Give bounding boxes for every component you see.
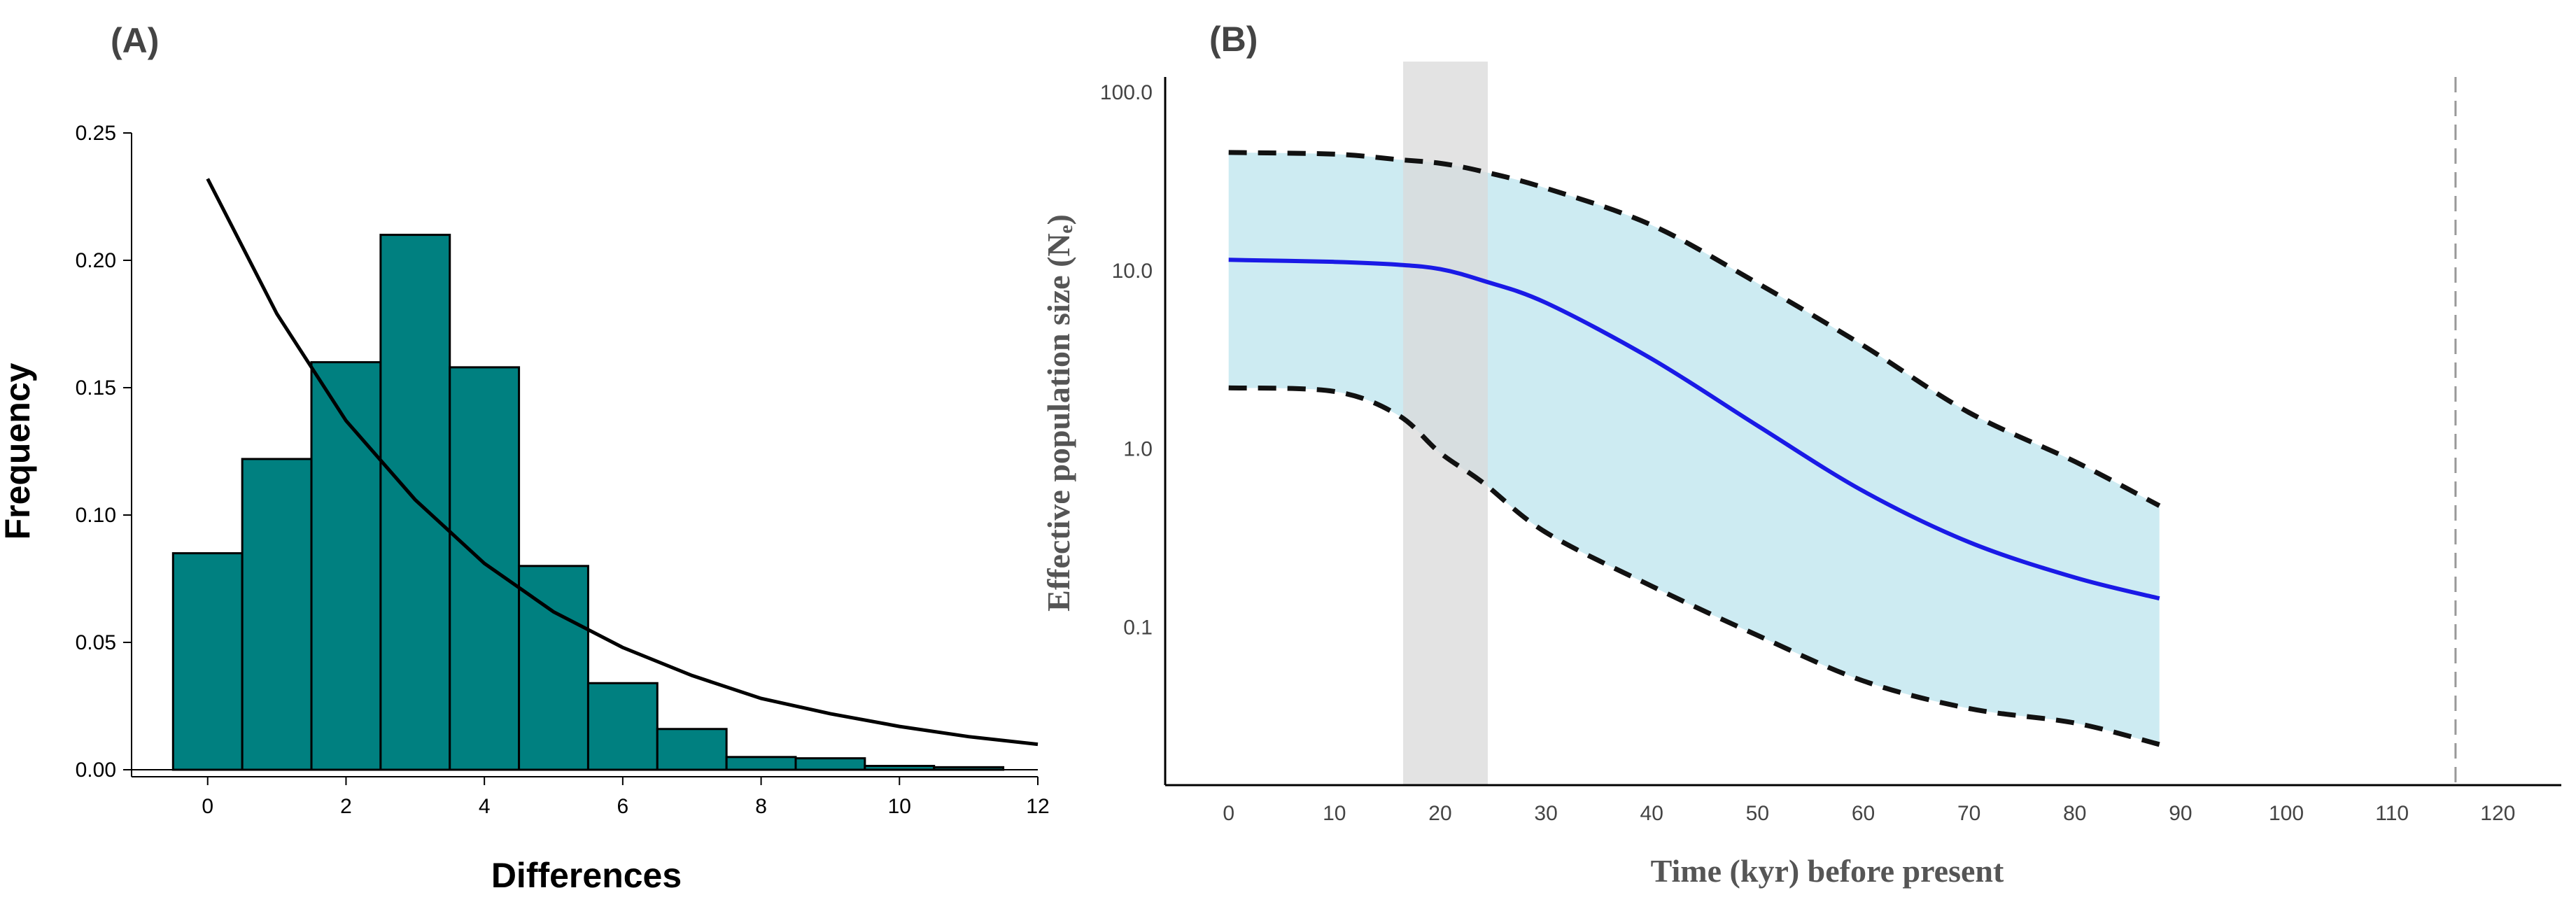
y-axis-ticks: 0.1 1.0 10.0 100.0 [1100, 81, 1153, 639]
histogram-bar [586, 682, 659, 771]
histogram-bar [794, 757, 866, 771]
histogram-bar [518, 565, 589, 771]
histogram-bar [379, 234, 451, 771]
expected-distribution-curve [206, 178, 1039, 747]
y-tick-label: 0.10 [76, 504, 116, 527]
histogram-bar [241, 458, 313, 771]
histogram-bar [656, 728, 728, 771]
y-tick-label: 0.25 [76, 122, 116, 145]
y-tick-label: 100.0 [1100, 81, 1153, 104]
panel-a-label: (A) [111, 21, 159, 60]
x-tick-label: 80 [2063, 802, 2086, 825]
x-tick-label: 0 [1223, 802, 1234, 825]
panel-b-label: (B) [1209, 20, 1258, 59]
hpd-interval-area [1228, 152, 2160, 745]
x-tick-label: 10 [1323, 802, 1346, 825]
panel-a: (A) 0.00 0.05 0.10 0.15 0.20 0.25 0 2 4 6 8 10 12 D… [0, 21, 1050, 895]
y-tick-label: 0.00 [76, 759, 116, 782]
histogram-bar [310, 361, 382, 771]
x-axis-title: Time (kyr) before present [1651, 853, 2004, 889]
y-axis-title: Effective population size (Nₑ) [1041, 214, 1076, 612]
x-tick-label: 6 [617, 795, 629, 818]
y-tick-label: 0.1 [1123, 616, 1153, 639]
y-tick-label: 0.15 [76, 376, 116, 400]
x-tick-label: 50 [1746, 802, 1769, 825]
x-axis-ticks: 0 10 20 30 40 50 60 70 80 90 100 110 120 [1223, 802, 2515, 825]
median-ne-line [1228, 258, 2160, 601]
panel-b: (B) 0.1 1.0 10.0 100.0 0 10 20 30 40 50 60 70 80 90 1… [1041, 20, 2561, 889]
x-tick-label: 2 [340, 795, 352, 818]
histogram-bar [449, 366, 521, 771]
x-tick-label: 120 [2480, 802, 2515, 825]
glacial-period-band [1403, 62, 1488, 785]
y-tick-label: 0.20 [76, 249, 116, 272]
x-axis-title: Differences [491, 856, 682, 895]
x-tick-label: 0 [202, 795, 213, 818]
y-axis-title: Frequency [0, 362, 37, 540]
y-tick-label: 0.05 [76, 631, 116, 654]
x-tick-label: 70 [1957, 802, 1980, 825]
x-tick-label: 30 [1534, 802, 1557, 825]
y-tick-label: 10.0 [1112, 260, 1153, 283]
x-tick-label: 12 [1026, 795, 1049, 818]
x-axis-ticks: 0 2 4 6 8 10 12 [202, 777, 1050, 818]
x-tick-label: 60 [1852, 802, 1875, 825]
x-tick-label: 100 [2269, 802, 2304, 825]
x-tick-label: 20 [1428, 802, 1451, 825]
x-tick-label: 10 [888, 795, 911, 818]
x-tick-label: 40 [1640, 802, 1663, 825]
x-tick-label: 90 [2169, 802, 2192, 825]
histogram-bar [171, 552, 244, 771]
x-tick-label: 8 [755, 795, 767, 818]
histogram-bar [725, 756, 797, 771]
x-tick-label: 110 [2375, 802, 2409, 825]
y-axis-ticks: 0.00 0.05 0.10 0.15 0.20 0.25 [76, 122, 132, 782]
x-tick-label: 4 [479, 795, 491, 818]
y-tick-label: 1.0 [1123, 438, 1153, 461]
histogram-bars [171, 234, 1005, 771]
upper-hpd-line [1228, 150, 2161, 508]
